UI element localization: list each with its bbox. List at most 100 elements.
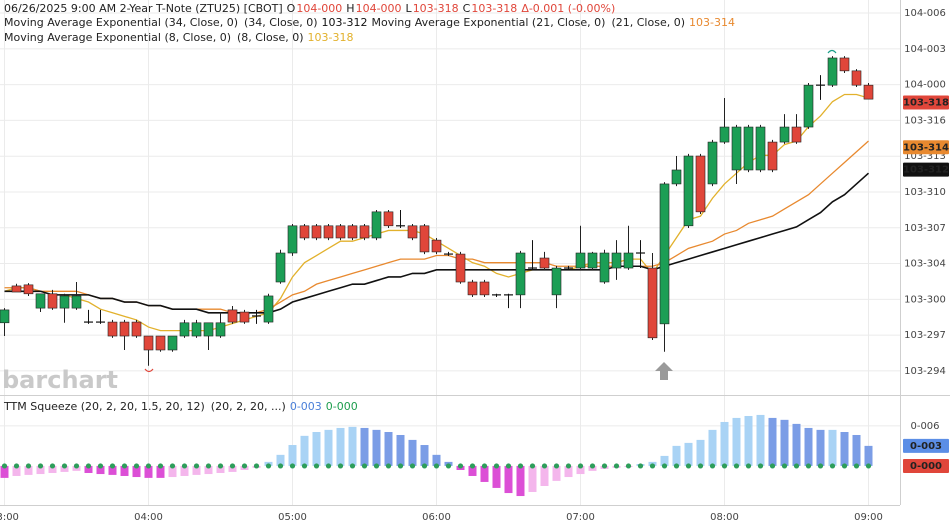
y-tick-label: 0-006 (910, 421, 939, 432)
squeeze-dot (385, 463, 392, 469)
squeeze-dot (673, 463, 680, 469)
candle-body (407, 225, 418, 239)
candle-body (683, 155, 694, 227)
candle-body (587, 252, 598, 269)
candle-body (467, 281, 478, 296)
histogram-bar (852, 434, 861, 466)
histogram-bar (516, 465, 525, 497)
squeeze-dot (685, 463, 692, 469)
histogram-bar (552, 465, 561, 481)
candle-body (863, 84, 874, 100)
y-tick-label: 103-297 (904, 330, 946, 341)
squeeze-dot (253, 463, 260, 469)
candle-body (479, 281, 490, 296)
histogram-bar (132, 465, 141, 478)
candle-body (455, 253, 466, 283)
legend-text: TTM Squeeze (20, 2, 20, 1.5, 20, 12) (3, 400, 205, 413)
squeeze-dot (577, 463, 584, 469)
squeeze-dot (229, 463, 236, 469)
candle-body (719, 126, 730, 143)
histogram-bar (540, 465, 549, 487)
squeeze-dot (517, 463, 524, 469)
candle-body (767, 141, 778, 171)
candle-body (203, 322, 214, 337)
candle-body (551, 267, 562, 296)
legend-text: Δ-0.001 (-0.00%) (521, 2, 615, 15)
histogram-bar (576, 465, 585, 475)
x-tick-label: 04:00 (134, 512, 163, 523)
squeeze-dot (469, 463, 476, 469)
candle-body (419, 225, 430, 253)
y-tick-label: 103-313 (904, 151, 946, 162)
candle-body (131, 321, 142, 337)
legend-text: H (346, 2, 354, 15)
legend-line: Moving Average Exponential (34, Close, 0… (4, 16, 735, 29)
squeeze-flag (903, 458, 949, 473)
legend-line: 06/26/2025 9:00 AM 2-Year T-Note (ZTU25)… (4, 2, 615, 15)
squeeze-dot (493, 463, 500, 469)
candle-body (179, 322, 190, 337)
candle-body (743, 126, 754, 171)
candle-body (791, 126, 802, 143)
watermark: barchart (2, 366, 118, 394)
histogram-bar (120, 465, 129, 476)
histogram-bar (864, 445, 873, 466)
legend-text: 103-314 (689, 16, 735, 29)
squeeze-flag (903, 438, 949, 453)
histogram-bar (372, 429, 381, 466)
candle-body (779, 126, 790, 143)
histogram-bar (684, 442, 693, 466)
squeeze-dot (133, 463, 140, 469)
candle-body (431, 239, 442, 253)
histogram-bar (108, 465, 117, 475)
ema-flag (903, 162, 949, 177)
legend-text: (34, Close, 0) (244, 16, 318, 29)
legend-text: 104-000 (296, 2, 342, 15)
squeeze-dot (289, 463, 296, 469)
squeeze-dot (637, 463, 644, 469)
candle-body (191, 322, 202, 337)
squeeze-dot (205, 463, 212, 469)
x-tick-label: 07:00 (566, 512, 595, 523)
legend-text: 103-312 (322, 16, 368, 29)
squeeze-dot (553, 463, 560, 469)
legend-text: 0-000 (326, 400, 358, 413)
histogram-bar (792, 423, 801, 466)
candle-body (47, 293, 58, 309)
legend-text: 06/26/2025 9:00 AM 2-Year T-Note (ZTU25)… (4, 2, 283, 15)
squeeze-dot (325, 463, 332, 469)
y-tick-label: 103-304 (904, 259, 946, 270)
squeeze-dot (181, 463, 188, 469)
squeeze-dot (349, 463, 356, 469)
candle-body (335, 225, 346, 239)
candle-body (515, 252, 526, 296)
squeeze-dot (397, 463, 404, 469)
candle-body (143, 335, 154, 351)
squeeze-dot (277, 463, 284, 469)
candle-body (839, 57, 850, 72)
squeeze-dot (217, 463, 224, 469)
histogram-bar (276, 454, 285, 466)
histogram-bar (300, 435, 309, 466)
price-flag-label: 103-318 (903, 98, 949, 109)
candle-body (263, 295, 274, 323)
histogram-bar (420, 445, 429, 466)
candle-body (707, 141, 718, 185)
candle-body (359, 225, 370, 239)
candle-body (647, 267, 658, 339)
candle-body (23, 284, 34, 295)
histogram-bar (720, 421, 729, 466)
candle-body (0, 309, 10, 324)
candle-body (695, 155, 706, 213)
candle-body (383, 211, 394, 227)
legend-text: 103-318 (413, 2, 459, 15)
legend-text: Moving Average Exponential (21, Close, 0… (371, 16, 605, 29)
histogram-bar (744, 415, 753, 466)
histogram-bar (12, 465, 21, 476)
squeeze-dot (85, 463, 92, 469)
squeeze-dot (1, 463, 8, 469)
axis-layer: 103-294 103-297 103-300 103-304 103-307 103-3… (0, 8, 949, 523)
histogram-bar (48, 465, 57, 473)
